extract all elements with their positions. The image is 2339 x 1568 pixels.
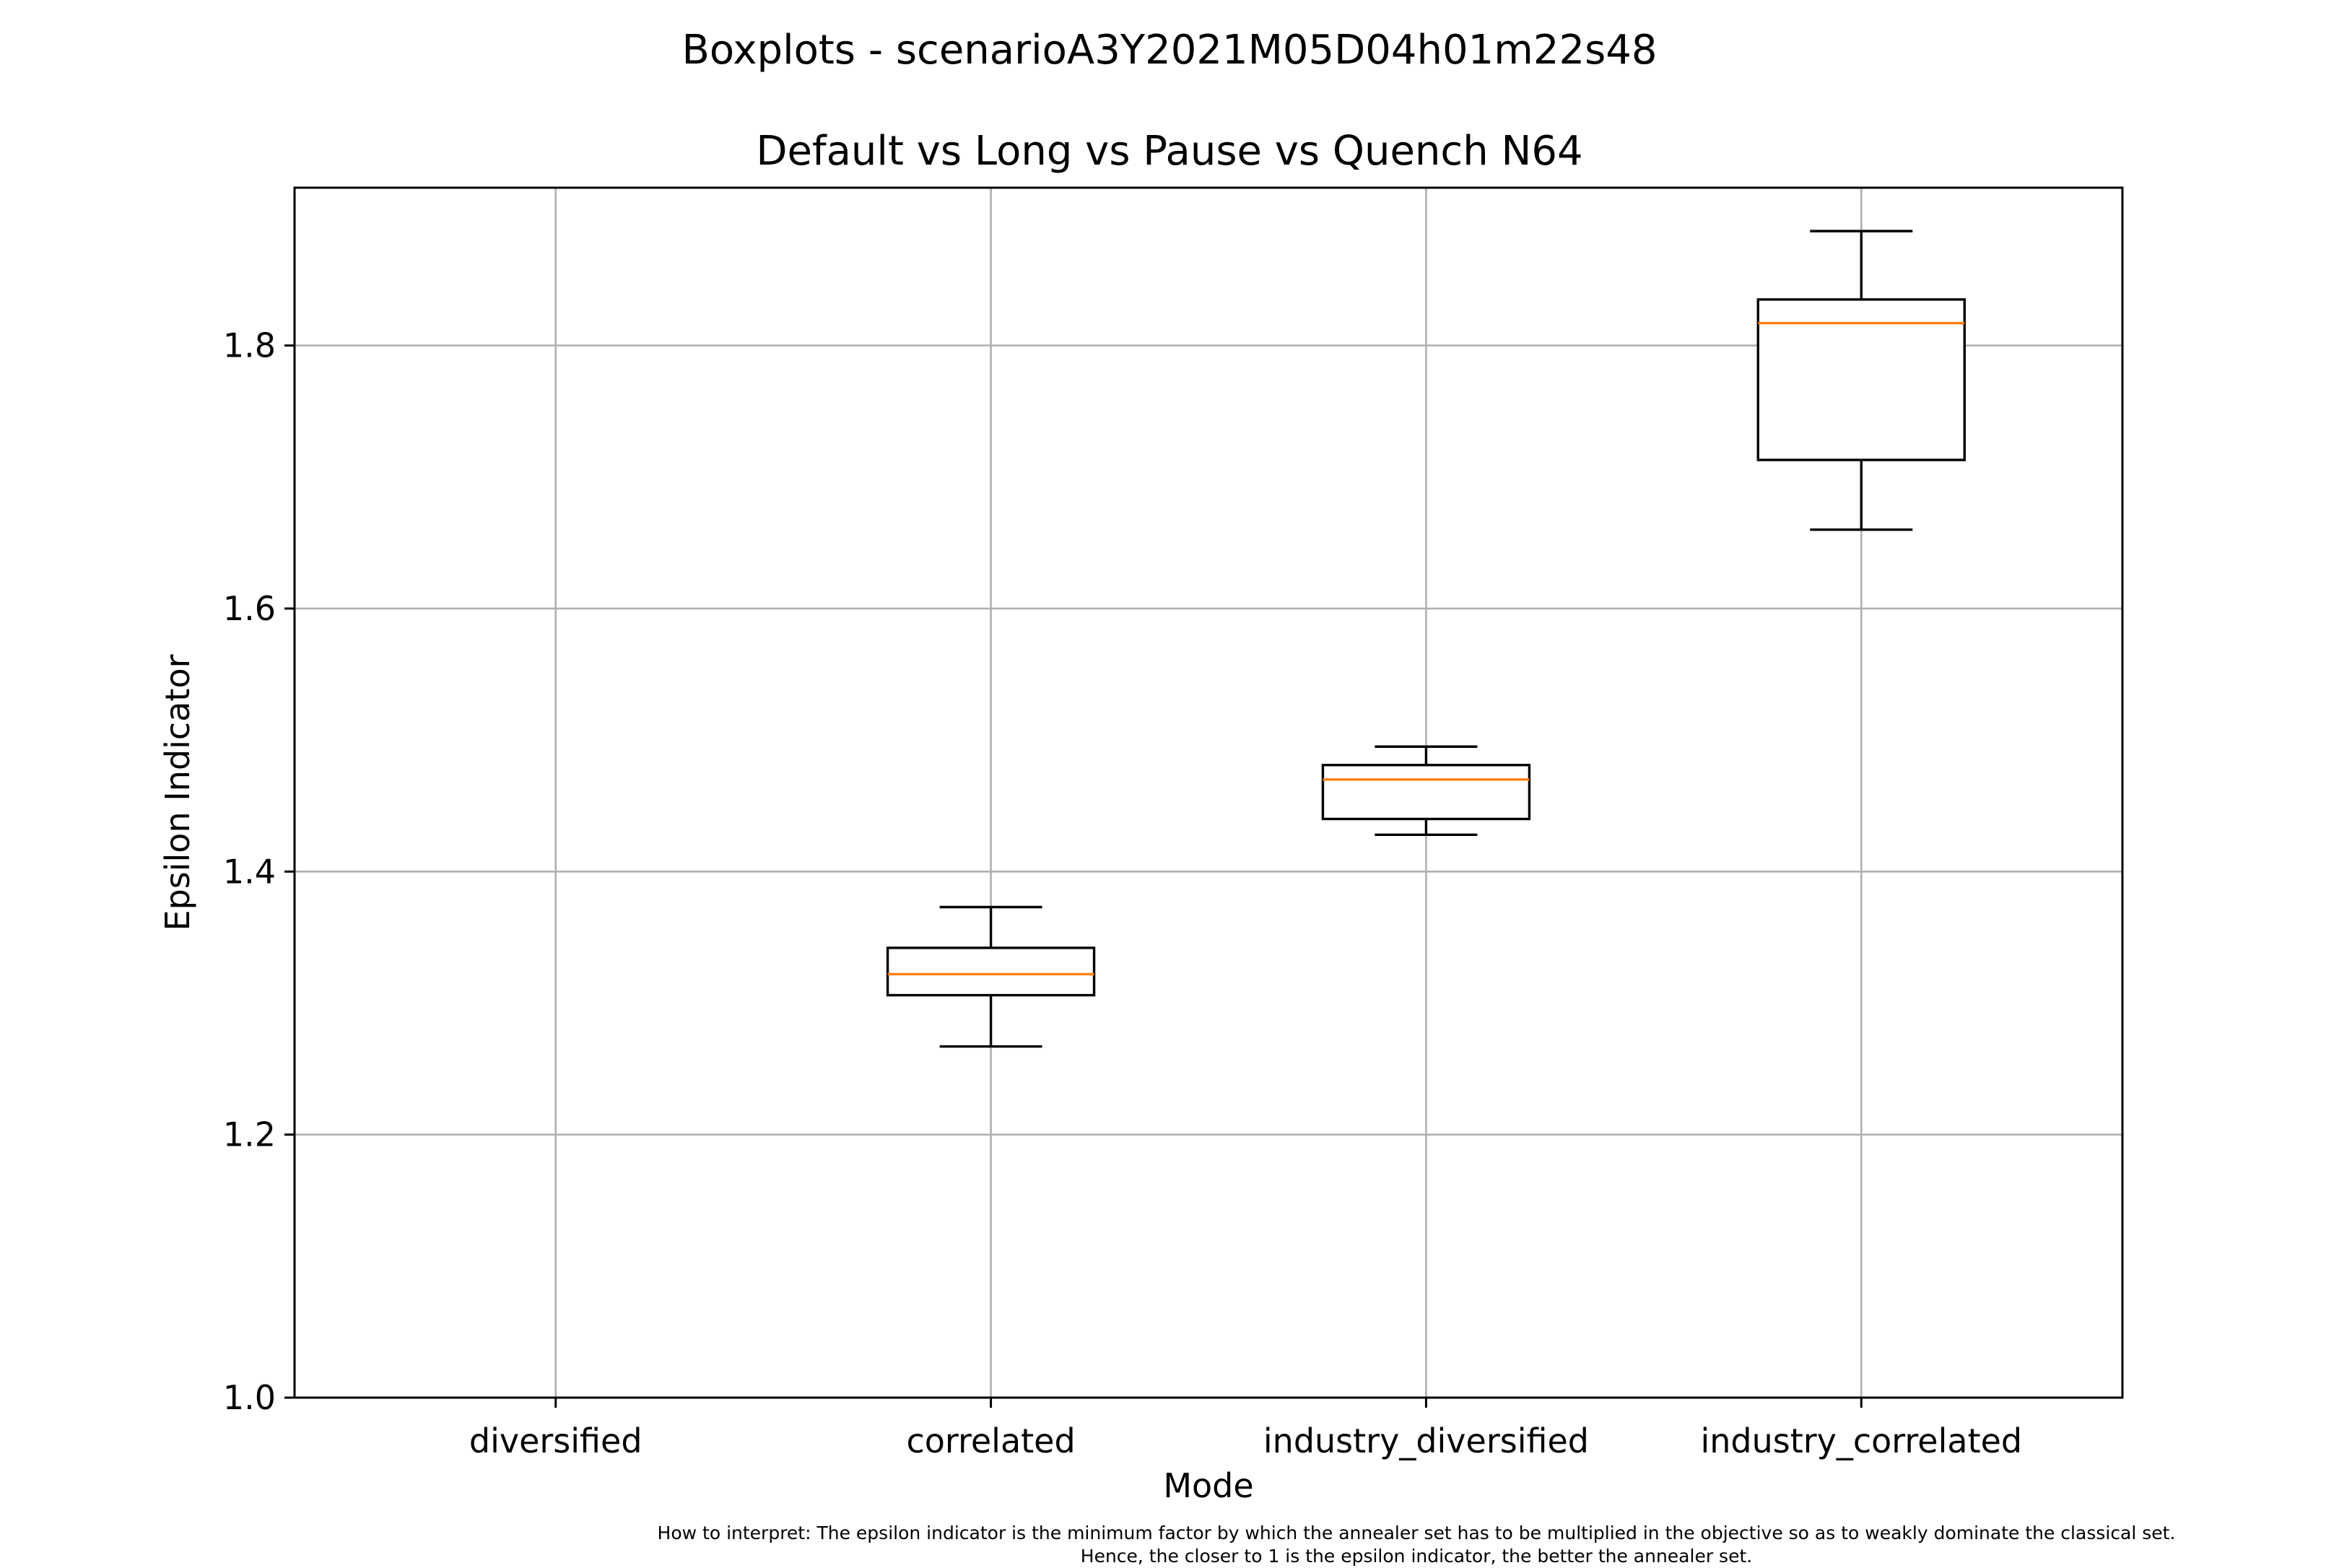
x-tick-label: industry_correlated [1700, 1421, 2022, 1460]
box-industry_correlated [1756, 230, 1966, 531]
chart-suptitle: Boxplots - scenarioA3Y2021M05D04h01m22s4… [681, 27, 1657, 74]
footnote-line-2: Hence, the closer to 1 is the epsilon in… [1080, 1546, 1753, 1567]
box-correlated [886, 905, 1096, 1048]
box-series [886, 230, 1966, 1048]
iqr-box [1756, 298, 1966, 461]
y-tick-label: 1.0 [223, 1378, 276, 1417]
x-tick-label: industry_diversified [1263, 1421, 1589, 1460]
footnote-line-1: How to interpret: The epsilon indicator … [657, 1523, 2176, 1543]
y-tick-label: 1.8 [223, 326, 276, 365]
y-tick-label: 1.6 [223, 589, 276, 628]
iqr-box [1321, 764, 1531, 821]
chart-title: Default vs Long vs Pause vs Quench N64 [756, 128, 1582, 175]
iqr-box [886, 946, 1096, 997]
axis-ticks: 1.0 1.2 1.4 1.6 1.8 diversified correlated indu… [223, 326, 2022, 1460]
x-axis-label: Mode [1163, 1466, 1253, 1505]
y-tick-label: 1.4 [223, 852, 276, 891]
y-tick-label: 1.2 [223, 1115, 276, 1154]
plot-frame [293, 186, 2124, 1399]
x-tick-label: diversified [469, 1421, 643, 1460]
grid-lines [295, 188, 2122, 1399]
x-tick-label: correlated [906, 1421, 1075, 1460]
box-industry_diversified [1321, 745, 1531, 836]
y-axis-label: Epsilon Indicator [158, 654, 197, 931]
